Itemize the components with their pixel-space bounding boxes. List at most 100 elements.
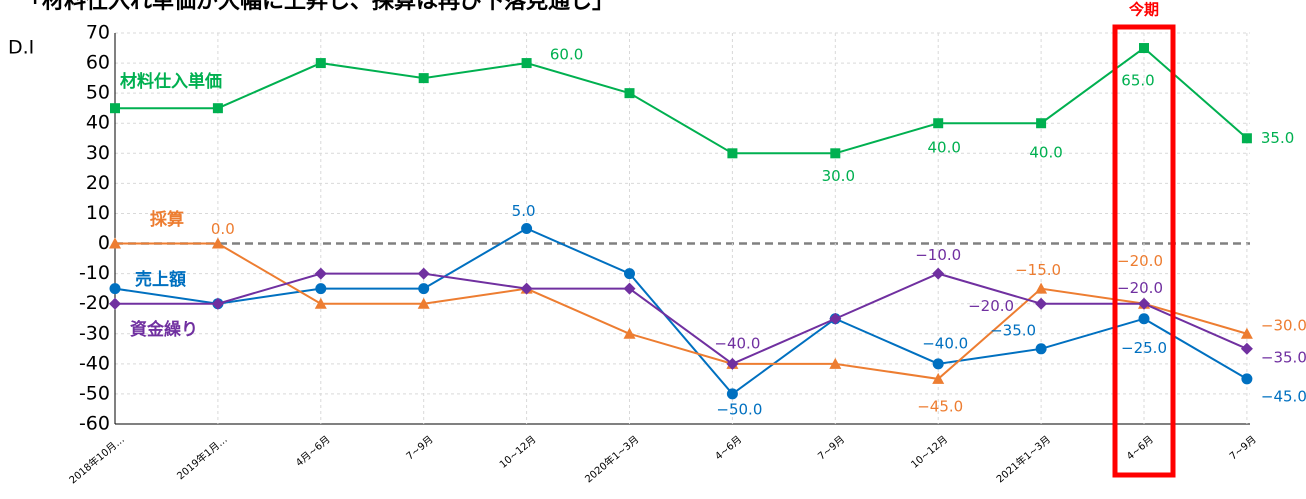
grid (114, 32, 1250, 425)
y-tick-label: -40 (79, 352, 110, 374)
marker (1138, 297, 1150, 310)
x-tick-label: 2021年1~3月 (994, 433, 1053, 486)
data-label: 0.0 (211, 220, 235, 238)
marker (417, 297, 430, 309)
marker (521, 223, 533, 234)
marker (1138, 313, 1150, 325)
marker (727, 148, 738, 159)
marker (314, 297, 327, 309)
x-tick-label: 2020年1~3月 (582, 433, 641, 486)
data-label: −30.0 (1261, 316, 1306, 334)
data-label: −10.0 (915, 246, 961, 264)
marker (212, 103, 223, 114)
marker (932, 267, 945, 280)
marker (1139, 43, 1149, 54)
data-label: −20.0 (1117, 279, 1163, 297)
x-tick-label: 2018年10月… (66, 433, 127, 487)
marker (1035, 282, 1048, 294)
x-tick-label: 4~6月 (1124, 433, 1156, 462)
data-label: −20.0 (968, 297, 1014, 315)
marker (933, 118, 944, 129)
marker (315, 283, 327, 295)
marker (830, 148, 841, 159)
marker (624, 268, 635, 280)
marker (1036, 118, 1047, 129)
y-tick-label: 20 (86, 172, 110, 194)
marker (315, 58, 326, 69)
y-tick-label: 30 (86, 142, 110, 164)
data-label: −15.0 (1015, 261, 1061, 279)
marker (418, 283, 430, 295)
series-line (115, 46, 1248, 155)
data-label: 65.0 (1121, 72, 1154, 90)
y-tick-label: -50 (79, 382, 110, 404)
data-label: −20.0 (1117, 252, 1163, 270)
marker (109, 237, 121, 249)
y-tick-label: 40 (86, 112, 110, 134)
y-tick-label: -10 (79, 262, 110, 284)
series-line (115, 272, 1248, 365)
marker (1240, 327, 1253, 339)
data-label: 5.0 (512, 202, 536, 220)
y-tick-label: 60 (86, 52, 110, 74)
marker (417, 267, 430, 280)
marker (726, 357, 739, 370)
data-label: −50.0 (716, 400, 762, 418)
marker (110, 103, 120, 114)
series-line (115, 242, 1248, 380)
series-name-label: 材料仕入単価 (120, 71, 222, 92)
x-tick-label: 7~9月 (816, 433, 848, 462)
marker (829, 357, 842, 369)
marker (829, 312, 842, 325)
y-tick-label: 50 (86, 82, 110, 104)
chart-title: 「材料仕入れ単価が大幅に上昇し、採算は再び下落見通し」 (20, 0, 614, 14)
data-label: −35.0 (1261, 348, 1306, 366)
data-label: 40.0 (927, 139, 960, 157)
marker (624, 88, 635, 99)
marker (520, 282, 533, 295)
y-tick-label: 0 (98, 232, 110, 254)
marker (1240, 342, 1253, 355)
data-label: −25.0 (1121, 339, 1167, 357)
plot (109, 43, 1253, 400)
x-tick-label: 10~12月 (909, 433, 950, 470)
data-label: 60.0 (550, 46, 583, 64)
x-tick-label: 7~9月 (404, 433, 436, 462)
x-tick-label: 10~12月 (497, 433, 538, 470)
marker (932, 372, 945, 384)
marker (109, 297, 121, 310)
marker (314, 267, 327, 280)
x-tick-label: 4~6月 (713, 433, 745, 462)
x-tick-label: 7~9月 (1227, 433, 1259, 462)
series-name-label: 資金繰り (130, 319, 198, 340)
data-label: 35.0 (1261, 129, 1294, 147)
data-label: 30.0 (822, 167, 855, 185)
marker (1035, 297, 1048, 310)
annotation: 今期 (1128, 1, 1159, 19)
marker (521, 58, 532, 69)
data-label: −35.0 (990, 321, 1036, 339)
y-tick-label: -30 (79, 322, 110, 344)
marker (1035, 343, 1047, 355)
marker (623, 327, 636, 339)
marker (109, 283, 121, 295)
data-label: 40.0 (1029, 144, 1062, 162)
series-line (114, 227, 1248, 396)
marker (932, 358, 944, 370)
x-tick-label: 4月~6月 (293, 433, 332, 469)
x-tick-label: 2019年1月… (174, 433, 230, 483)
marker (1241, 373, 1253, 385)
y-axis-label: D.I (8, 37, 34, 59)
series-name-label: 売上額 (135, 269, 186, 290)
marker (211, 237, 224, 249)
y-tick-label: 10 (86, 202, 110, 224)
data-label: −45.0 (1261, 387, 1306, 405)
data-label: −40.0 (922, 334, 968, 352)
data-label: −40.0 (714, 334, 760, 352)
marker (623, 282, 636, 295)
data-label: −45.0 (917, 397, 963, 415)
y-tick-label: -20 (79, 292, 110, 314)
y-tick-label: -60 (79, 413, 110, 435)
marker (418, 73, 429, 84)
